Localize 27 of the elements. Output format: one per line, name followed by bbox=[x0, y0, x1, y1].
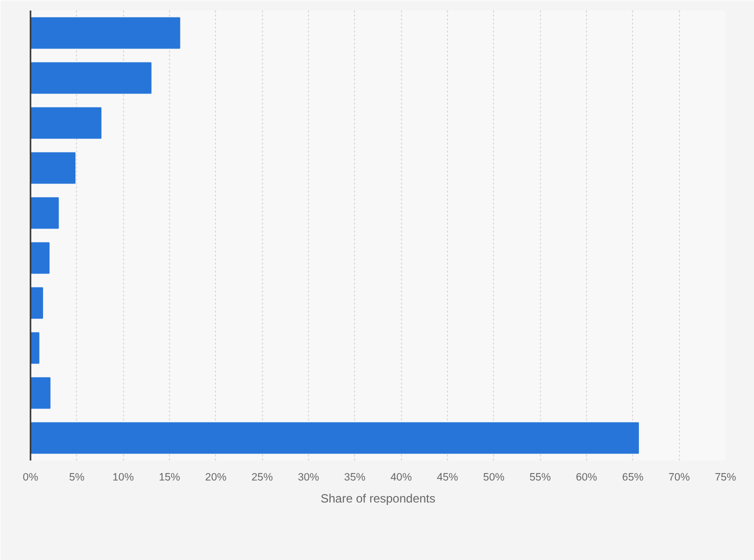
x-tick-label: 20% bbox=[205, 472, 228, 484]
x-tick-label: 45% bbox=[436, 472, 459, 484]
x-tick-label: 30% bbox=[298, 472, 320, 484]
x-tick-label: 5% bbox=[69, 472, 86, 484]
bar bbox=[30, 197, 59, 229]
x-axis-title: Share of respondents bbox=[320, 492, 436, 506]
x-tick-label: 0% bbox=[22, 472, 39, 484]
bar bbox=[30, 17, 180, 49]
x-tick-label: 60% bbox=[576, 472, 598, 484]
bar bbox=[30, 287, 44, 319]
x-tick-label: 55% bbox=[530, 472, 552, 484]
bar bbox=[30, 332, 40, 364]
x-tick-label: 70% bbox=[668, 472, 690, 484]
bar bbox=[30, 107, 102, 139]
bar bbox=[30, 152, 76, 184]
x-tick-label: 35% bbox=[344, 472, 366, 484]
x-tick-label: 10% bbox=[112, 472, 134, 484]
bar bbox=[30, 62, 152, 94]
x-tick-label: 75% bbox=[714, 472, 737, 484]
x-tick-label: 65% bbox=[622, 472, 644, 484]
bar bbox=[30, 377, 50, 409]
x-tick-label: 25% bbox=[252, 472, 274, 484]
bar bbox=[30, 422, 639, 454]
bar bbox=[30, 242, 50, 274]
x-tick-label: 50% bbox=[483, 472, 506, 484]
x-tick-label: 15% bbox=[158, 472, 181, 484]
x-tick-label: 40% bbox=[390, 472, 412, 484]
